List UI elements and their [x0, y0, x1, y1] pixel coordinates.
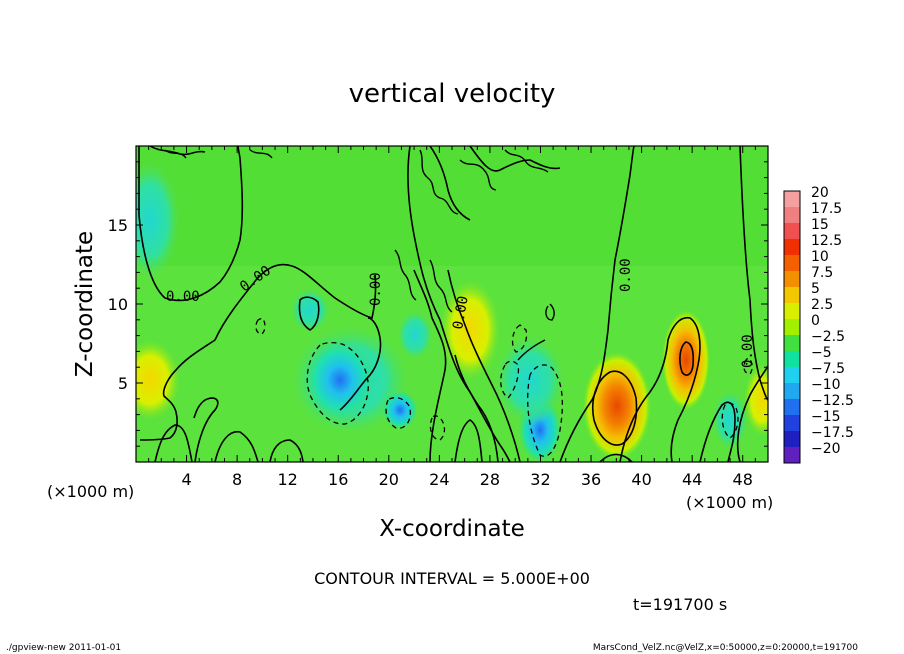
colorbar-swatch [784, 431, 800, 448]
y-tick-label: 10 [108, 295, 128, 314]
x-tick-label: 28 [480, 470, 500, 489]
plot-area: 0.00 0.00 0.00 0.00 0.00 0.00 [136, 146, 768, 462]
colorbar-label: 20 [811, 185, 829, 201]
y-tick-label: 5 [118, 374, 128, 393]
x-tick-label: 32 [530, 470, 550, 489]
x-tick-label: 16 [328, 470, 348, 489]
colorbar-frame [783, 190, 801, 464]
colorbar-label: −10 [811, 377, 841, 393]
chart-title: vertical velocity [349, 79, 556, 109]
colorbar-label: 7.5 [811, 265, 833, 281]
colorbar-swatch [784, 287, 800, 304]
contour-label: 0.00 [166, 289, 200, 305]
colorbar-swatch [784, 415, 800, 432]
contour-label: 0.00 [450, 295, 472, 331]
field-blob [495, 335, 565, 425]
field-blob [305, 340, 375, 420]
colorbar-label: −15 [811, 409, 841, 425]
y-axis-label: Z-coordinate [72, 231, 98, 377]
y-tick-label: 15 [108, 216, 128, 235]
field-blob [136, 340, 180, 420]
contour-label: 0.00 [740, 334, 756, 368]
field-blob [397, 310, 433, 360]
x-unit-right: (×1000 m) [686, 493, 773, 512]
colorbar: 2017.51512.5107.552.50−2.5−5−7.5−10−12.5… [783, 185, 854, 464]
x-tick-label: 20 [379, 470, 399, 489]
field-blob [662, 310, 710, 410]
colorbar-swatch [784, 367, 800, 384]
field-blob [440, 280, 500, 380]
negative-contours [255, 317, 753, 457]
colorbar-label: 5 [811, 281, 820, 297]
colorbar-label: 15 [811, 217, 829, 233]
colorbar-label: −7.5 [811, 361, 845, 377]
colorbar-label: −12.5 [811, 393, 854, 409]
colorbar-swatch [784, 383, 800, 400]
time-label: t=191700 s [633, 595, 727, 614]
x-tick-label: 24 [429, 470, 449, 489]
colorbar-swatch [784, 191, 800, 208]
x-tick-label: 4 [181, 470, 191, 489]
colorbar-label: −2.5 [811, 329, 845, 345]
colorbar-label: 17.5 [811, 201, 842, 217]
colorbar-label: 12.5 [811, 233, 842, 249]
y-axis: 5 10 15 [108, 161, 768, 447]
x-axis: 4 8 12 16 20 24 28 32 36 40 44 48 [148, 146, 756, 489]
x-unit-left: (×1000 m) [47, 482, 134, 501]
colorbar-swatch [784, 335, 800, 352]
colorbar-label: 2.5 [811, 297, 833, 313]
x-tick-label: 40 [631, 470, 651, 489]
footer-right: MarsCond_VelZ.nc@VelZ,x=0:50000,z=0:2000… [593, 643, 858, 653]
field-blob [290, 288, 330, 332]
field-blob [712, 390, 748, 450]
colorbar-swatch [784, 351, 800, 368]
colorbar-swatch [784, 223, 800, 240]
colorbar-swatch [784, 239, 800, 256]
colorbar-swatch [784, 399, 800, 416]
x-tick-label: 36 [581, 470, 601, 489]
colorbar-swatch [784, 207, 800, 224]
x-tick-label: 12 [278, 470, 298, 489]
colorbar-swatch [784, 303, 800, 320]
colorbar-label: 0 [811, 313, 820, 329]
colorbar-label: −20 [811, 441, 841, 457]
colorbar-label: −5 [811, 345, 832, 361]
colorbar-swatch [784, 319, 800, 336]
x-tick-label: 8 [232, 470, 242, 489]
colorbar-swatch [784, 447, 800, 464]
colorbar-swatch [784, 255, 800, 272]
field-blob [136, 160, 180, 280]
contour-label: 0.00 [368, 272, 384, 306]
colorbar-swatch [784, 271, 800, 288]
field-blob [744, 364, 768, 436]
colorbar-label: −17.5 [811, 425, 854, 441]
upper-noise-contours [164, 149, 555, 361]
x-tick-label: 48 [733, 470, 753, 489]
field-blob [382, 390, 418, 430]
contour-interval-note: CONTOUR INTERVAL = 5.000E+00 [314, 569, 590, 588]
x-axis-label: X-coordinate [379, 516, 525, 542]
contour-label: 0.00 [618, 258, 634, 292]
contour-lines [138, 146, 768, 462]
footer-left: ./gpview-new 2011-01-01 [6, 643, 121, 653]
x-tick-label: 44 [682, 470, 702, 489]
colorbar-label: 10 [811, 249, 829, 265]
